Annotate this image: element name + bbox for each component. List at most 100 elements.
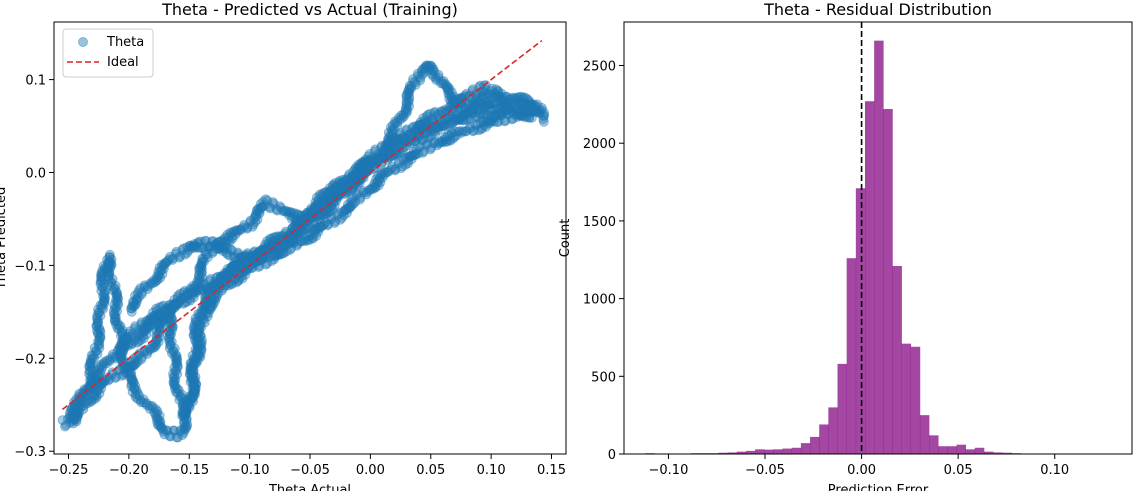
scatter-point <box>117 328 128 339</box>
scatter-point <box>99 356 110 367</box>
scatter-point <box>76 398 87 409</box>
scatter-point <box>94 388 105 399</box>
scatter-point <box>136 289 147 300</box>
scatter-point <box>201 295 212 306</box>
scatter-point <box>196 322 207 333</box>
scatter-point <box>190 355 200 366</box>
scatter-point <box>483 99 494 110</box>
scatter-point <box>229 261 240 272</box>
scatter-point <box>377 172 388 183</box>
scatter-point <box>194 242 204 253</box>
scatter-point <box>99 298 110 309</box>
scatter-point <box>428 138 439 149</box>
scatter-point <box>161 257 171 268</box>
scatter-point <box>91 390 102 401</box>
scatter-point <box>189 325 200 336</box>
scatter-panel: Theta - Predicted vs Actual (Training) −… <box>0 0 567 491</box>
scatter-point <box>525 106 536 117</box>
scatter-point <box>91 366 102 376</box>
scatter-point <box>156 307 167 318</box>
scatter-point <box>156 318 167 328</box>
scatter-point <box>142 349 153 359</box>
scatter-point <box>246 252 257 263</box>
scatter-point <box>248 247 259 258</box>
scatter-point <box>96 268 107 279</box>
scatter-point <box>197 253 208 264</box>
scatter-point <box>121 362 132 373</box>
scatter-point <box>266 234 276 245</box>
scatter-point <box>123 338 134 349</box>
scatter-point <box>115 321 126 332</box>
scatter-point <box>138 397 149 408</box>
scatter-point <box>73 410 84 420</box>
scatter-point <box>417 69 428 80</box>
scatter-point <box>368 184 379 194</box>
scatter-point <box>395 128 406 138</box>
scatter-point <box>187 373 198 384</box>
scatter-point <box>145 344 156 355</box>
scatter-point <box>418 134 428 145</box>
scatter-point <box>358 159 369 170</box>
scatter-point <box>325 192 336 203</box>
scatter-point <box>167 322 178 333</box>
scatter-point <box>354 162 365 173</box>
legend-label-ideal: Ideal <box>107 55 139 70</box>
scatter-point <box>250 217 261 227</box>
scatter-point <box>196 338 207 349</box>
scatter-point <box>68 411 79 422</box>
scatter-point <box>164 254 175 265</box>
scatter-point <box>98 268 109 279</box>
scatter-point <box>133 327 143 338</box>
scatter-point <box>139 281 150 292</box>
scatter-point <box>401 103 412 114</box>
scatter-point <box>347 199 358 210</box>
scatter-point <box>201 235 211 246</box>
scatter-point <box>319 187 330 198</box>
scatter-point <box>186 287 196 298</box>
scatter-point <box>294 219 305 230</box>
scatter-point <box>490 112 501 122</box>
scatter-point <box>387 120 398 131</box>
scatter-point <box>172 360 183 371</box>
scatter-point <box>84 395 95 406</box>
scatter-point <box>167 300 178 311</box>
scatter-point <box>169 294 180 305</box>
scatter-point <box>309 228 320 239</box>
scatter-point <box>188 357 199 368</box>
scatter-point <box>196 267 207 278</box>
scatter-point <box>101 264 112 275</box>
scatter-point <box>116 337 127 348</box>
scatter-point <box>432 122 442 133</box>
scatter-point <box>100 292 111 303</box>
scatter-point <box>494 94 504 105</box>
scatter-point <box>86 374 97 385</box>
scatter-point <box>466 105 477 116</box>
scatter-point <box>380 145 391 156</box>
scatter-point <box>451 110 462 121</box>
scatter-point <box>74 394 84 405</box>
scatter-point <box>128 297 139 308</box>
scatter-point <box>123 361 134 372</box>
scatter-point <box>81 397 92 408</box>
scatter-point <box>311 192 322 203</box>
scatter-point <box>360 165 371 176</box>
scatter-point <box>193 308 204 319</box>
scatter-point <box>404 80 415 91</box>
histogram-x-ticks: −0.10 −0.05 0.00 0.05 0.10 <box>649 454 1069 478</box>
scatter-point <box>508 113 519 124</box>
scatter-point <box>389 165 400 176</box>
scatter-point <box>150 409 161 420</box>
scatter-point <box>265 242 275 253</box>
scatter-point <box>155 422 166 433</box>
scatter-point <box>313 197 324 208</box>
scatter-point <box>415 72 426 83</box>
scatter-point <box>188 239 199 250</box>
scatter-point <box>504 108 515 119</box>
scatter-point <box>153 266 164 277</box>
histogram-bar <box>956 444 966 454</box>
scatter-point <box>329 200 340 211</box>
scatter-point <box>178 417 189 428</box>
scatter-point <box>506 114 517 125</box>
scatter-point <box>277 205 288 216</box>
scatter-point <box>223 235 234 245</box>
